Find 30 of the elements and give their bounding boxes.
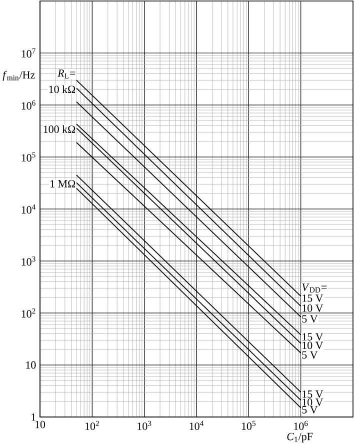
- x-tick-label: 10$^{3}$: [138, 420, 152, 430]
- x-tick-label: 10: [35, 420, 46, 428]
- annotation: 10 V: [302, 342, 324, 350]
- annotation: 5 V: [302, 351, 318, 359]
- y-axis-title: f$_{min}$/Hz: [2, 70, 35, 81]
- y-tick-label: 10$^{7}$: [22, 48, 36, 58]
- annotation: 15 V: [302, 390, 324, 398]
- annotation: 100 kΩ: [44, 125, 76, 133]
- annotation: 5 V: [302, 406, 318, 414]
- annotation: 1 MΩ: [50, 180, 76, 188]
- y-tick-label: 10$^{4}$: [22, 204, 36, 214]
- annotation: 15 V: [302, 333, 324, 341]
- y-tick-label: 1: [32, 413, 36, 421]
- x-axis-title: C$_{1}$/pF: [287, 432, 313, 442]
- annotation: 10 kΩ: [49, 85, 76, 94]
- x-tick-label: 10$^{5}$: [242, 420, 256, 430]
- x-tick-label: 10$^{2}$: [85, 420, 99, 430]
- y-tick-label: 10$^{2}$: [22, 308, 36, 318]
- annotation: 5 V: [302, 315, 318, 323]
- x-tick-label: 10$^{6}$: [294, 420, 308, 430]
- annotation: 10 V: [302, 304, 324, 312]
- y-tick-label: 10$^{6}$: [22, 100, 36, 110]
- annotation: R$_{L}$=: [58, 70, 76, 78]
- annotation: 15 V: [302, 294, 324, 302]
- y-tick-label: 10$^{5}$: [22, 152, 36, 162]
- x-tick-label: 10$^{4}$: [190, 420, 204, 430]
- annotation: V$_{DD}$=: [302, 284, 327, 292]
- y-tick-label: 10$^{3}$: [22, 256, 36, 266]
- y-tick-label: 10: [26, 361, 36, 369]
- annotation: 10 V: [302, 398, 324, 406]
